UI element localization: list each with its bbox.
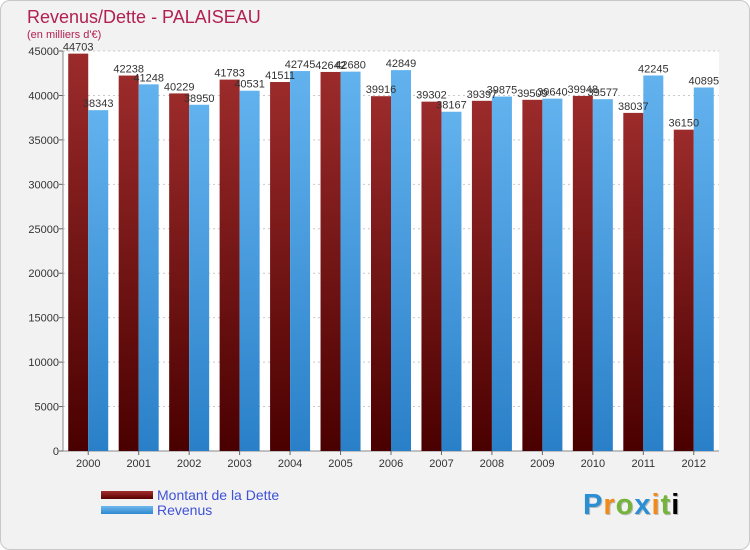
bar-dette bbox=[623, 112, 644, 451]
y-tick-label: 35000 bbox=[28, 135, 59, 147]
data-label-dette: 39916 bbox=[366, 84, 397, 96]
data-label-revenus: 38167 bbox=[436, 100, 467, 112]
x-tick-label: 2004 bbox=[278, 458, 302, 470]
data-label-revenus: 39640 bbox=[537, 87, 568, 99]
x-tick-label: 2005 bbox=[328, 458, 352, 470]
data-label-dette: 40229 bbox=[164, 81, 195, 93]
data-label-revenus: 42680 bbox=[335, 60, 366, 72]
x-tick-label: 2006 bbox=[379, 458, 403, 470]
data-label-dette: 36150 bbox=[668, 118, 699, 130]
x-tick-label: 2001 bbox=[126, 458, 150, 470]
bar-dette bbox=[320, 71, 341, 452]
bar-revenus bbox=[643, 75, 664, 451]
bar-dette bbox=[572, 95, 593, 451]
data-label-dette: 39397 bbox=[467, 89, 498, 101]
y-tick-label: 25000 bbox=[28, 224, 59, 236]
data-label-revenus: 39875 bbox=[487, 85, 518, 97]
x-tick-label: 2012 bbox=[682, 458, 706, 470]
data-label-revenus: 41248 bbox=[133, 72, 164, 84]
y-tick-label: 40000 bbox=[28, 90, 59, 102]
legend-label-revenus: Revenus bbox=[157, 501, 213, 518]
bar-revenus bbox=[290, 71, 311, 452]
bar-revenus bbox=[88, 110, 109, 451]
data-label-revenus: 40895 bbox=[688, 75, 719, 87]
y-tick-label: 10000 bbox=[28, 357, 59, 369]
legend-label-dette: Montant de la Dette bbox=[157, 486, 280, 503]
y-tick-label: 45000 bbox=[28, 46, 59, 58]
bar-dette bbox=[219, 79, 240, 452]
legend-swatch-revenus bbox=[101, 505, 153, 514]
bar-dette bbox=[371, 96, 391, 452]
bar-dette bbox=[522, 99, 543, 451]
x-tick-label: 2002 bbox=[177, 458, 201, 470]
y-tick-label: 5000 bbox=[35, 402, 59, 414]
data-label-revenus: 38343 bbox=[83, 98, 114, 110]
x-tick-label: 2000 bbox=[76, 458, 100, 470]
x-tick-label: 2007 bbox=[429, 458, 453, 470]
bar-revenus bbox=[340, 71, 361, 451]
data-label-revenus: 42745 bbox=[285, 59, 316, 71]
data-label-revenus: 40531 bbox=[234, 79, 265, 91]
bar-revenus bbox=[391, 70, 411, 452]
bar-revenus bbox=[592, 99, 613, 452]
chart-title: Revenus/Dette - PALAISEAU bbox=[27, 7, 261, 27]
bar-dette bbox=[270, 82, 291, 451]
bar-dette bbox=[673, 129, 694, 451]
data-label-dette: 41783 bbox=[214, 68, 245, 80]
data-label-revenus: 39577 bbox=[588, 87, 619, 99]
x-tick-label: 2011 bbox=[631, 458, 655, 470]
bar-revenus bbox=[693, 87, 714, 451]
data-label-dette: 44703 bbox=[63, 42, 94, 54]
chart-subtitle: (en milliers d'€) bbox=[27, 29, 102, 41]
bar-revenus bbox=[239, 90, 260, 452]
data-label-dette: 42238 bbox=[113, 64, 144, 76]
data-label-dette: 39948 bbox=[568, 84, 599, 96]
x-tick-label: 2010 bbox=[581, 458, 605, 470]
x-tick-label: 2009 bbox=[530, 458, 554, 470]
data-label-revenus: 42245 bbox=[638, 63, 669, 75]
bar-dette bbox=[169, 93, 190, 452]
bar-revenus bbox=[189, 104, 210, 452]
bar-revenus bbox=[138, 84, 159, 452]
bar-revenus bbox=[542, 98, 563, 452]
y-tick-label: 0 bbox=[53, 446, 59, 458]
bar-dette bbox=[68, 53, 89, 451]
x-tick-label: 2008 bbox=[480, 458, 504, 470]
legend-swatch-dette bbox=[101, 490, 153, 499]
y-tick-label: 15000 bbox=[28, 313, 59, 325]
bar-dette bbox=[471, 100, 492, 451]
proxiti-logo: Proxiti bbox=[583, 489, 681, 521]
data-label-dette: 39509 bbox=[517, 88, 548, 100]
bar-revenus bbox=[441, 111, 462, 451]
bar-dette bbox=[421, 101, 442, 451]
data-label-revenus: 38950 bbox=[184, 93, 215, 105]
data-label-dette: 39302 bbox=[416, 90, 447, 102]
y-tick-label: 30000 bbox=[28, 179, 59, 191]
legend: Montant de la Dette Revenus bbox=[101, 486, 280, 518]
data-label-dette: 42642 bbox=[315, 60, 346, 72]
data-label-dette: 38037 bbox=[618, 101, 649, 113]
legend-item-revenus: Revenus bbox=[101, 501, 279, 518]
data-label-dette: 41511 bbox=[265, 70, 295, 82]
data-label-revenus: 42849 bbox=[386, 58, 417, 70]
legend-item-dette: Montant de la Dette bbox=[101, 486, 280, 503]
x-tick-label: 2003 bbox=[227, 458, 251, 470]
bar-dette bbox=[118, 75, 139, 451]
bar-revenus bbox=[491, 96, 512, 452]
y-tick-label: 20000 bbox=[28, 268, 59, 280]
